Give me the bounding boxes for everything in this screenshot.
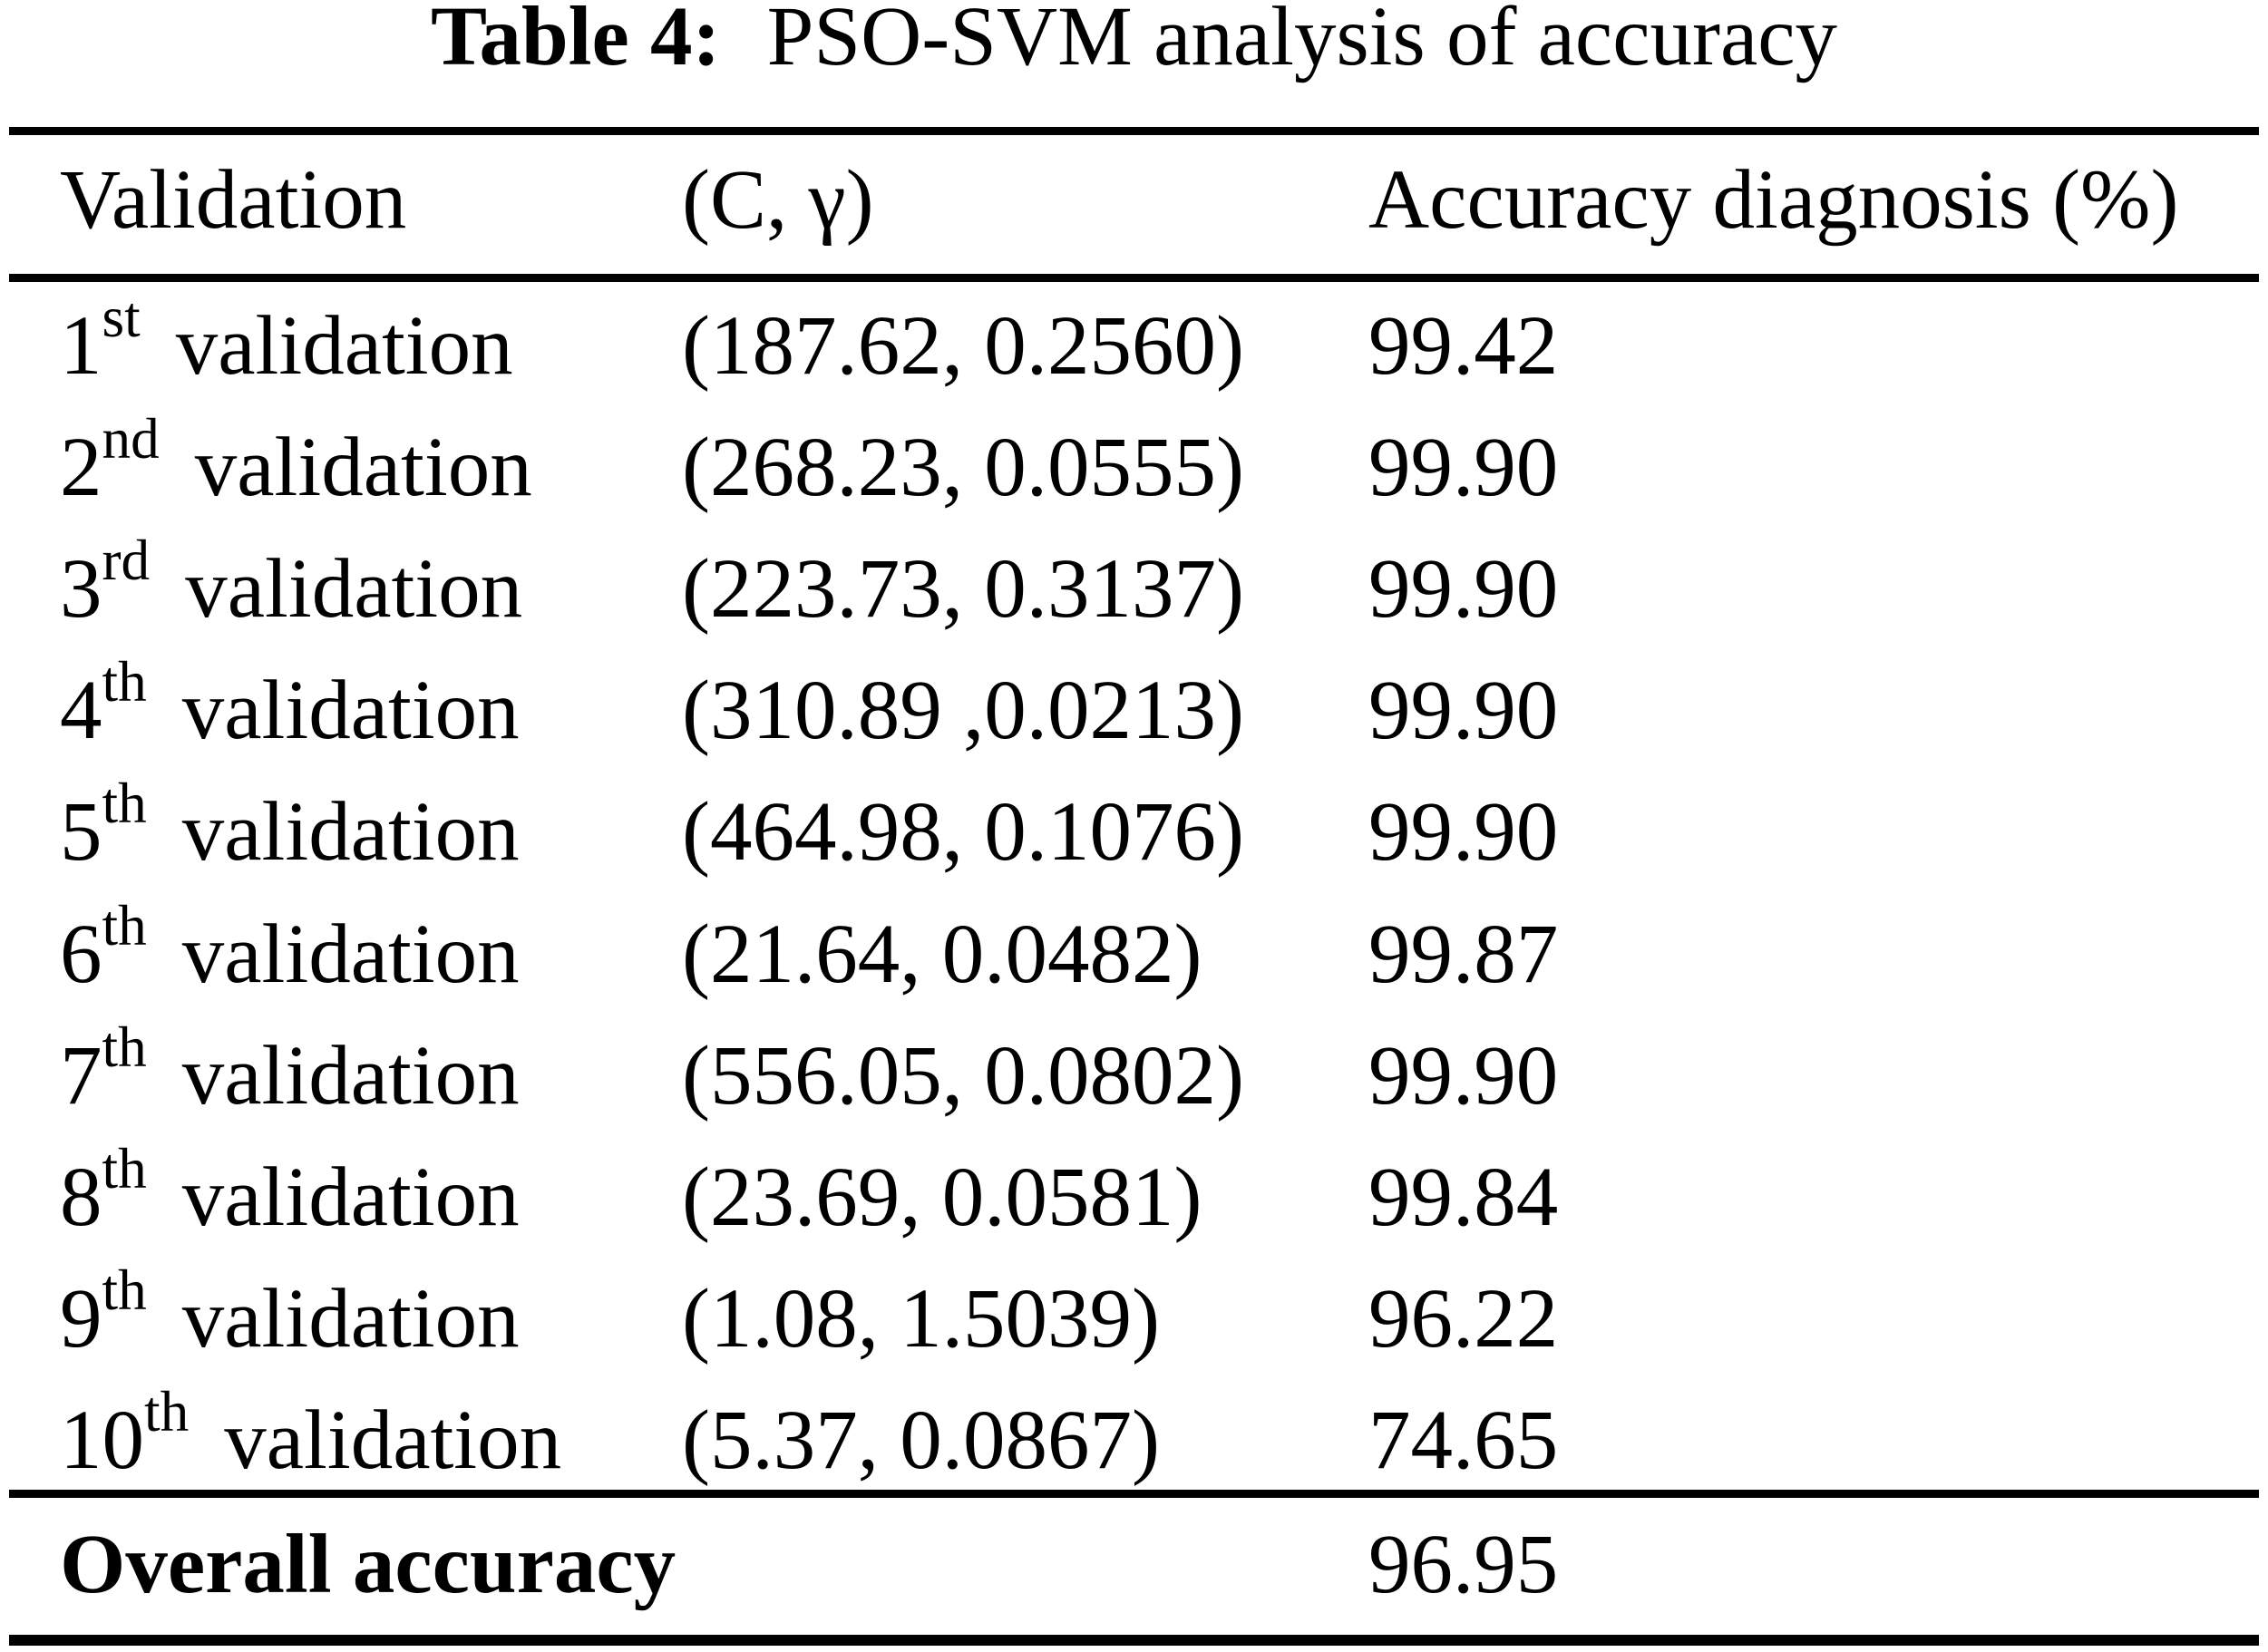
row-ordinal: 5 — [60, 785, 102, 879]
row-accuracy: 99.42 — [1368, 299, 1559, 393]
row-label: validation — [185, 542, 523, 636]
row-ordinal: 4 — [60, 664, 102, 757]
row-validation-cell: 8th validation — [60, 1137, 520, 1249]
row-label: validation — [181, 785, 520, 879]
row-c-gamma: (5.37, 0.0867) — [682, 1394, 1160, 1487]
row-ordinal: 7 — [60, 1029, 102, 1122]
table-caption: Table 4: PSO-SVM analysis of accuracy — [0, 0, 2268, 88]
overall-accuracy-label: Overall accuracy — [60, 1518, 677, 1611]
bottom-rule — [9, 1635, 2259, 1646]
footer-rule — [9, 1490, 2259, 1498]
table-caption-label: Table 4: — [430, 0, 721, 83]
header-rule — [9, 274, 2259, 282]
row-c-gamma: (268.23, 0.0555) — [682, 421, 1244, 514]
row-accuracy: 99.87 — [1368, 908, 1559, 1001]
column-header-validation: Validation — [60, 153, 407, 247]
row-ordinal: 9 — [60, 1272, 102, 1365]
row-c-gamma: (310.89 ,0.0213) — [682, 664, 1244, 757]
row-ordinal-suffix: th — [102, 1136, 147, 1200]
row-ordinal-suffix: th — [102, 1015, 147, 1079]
row-validation-cell: 4th validation — [60, 650, 520, 762]
row-c-gamma: (1.08, 1.5039) — [682, 1272, 1160, 1365]
row-accuracy: 74.65 — [1368, 1394, 1559, 1487]
row-ordinal: 2 — [60, 421, 102, 514]
row-ordinal-suffix: th — [102, 771, 147, 835]
row-ordinal: 10 — [60, 1394, 144, 1487]
row-accuracy: 99.90 — [1368, 785, 1559, 879]
row-ordinal: 6 — [60, 908, 102, 1001]
row-validation-cell: 5th validation — [60, 772, 520, 883]
row-accuracy: 99.90 — [1368, 421, 1559, 514]
row-label: validation — [175, 299, 513, 393]
row-ordinal-suffix: rd — [102, 528, 151, 592]
row-validation-cell: 7th validation — [60, 1015, 520, 1127]
row-ordinal-suffix: th — [102, 1258, 147, 1322]
row-validation-cell: 3rd validation — [60, 529, 523, 640]
row-accuracy: 99.84 — [1368, 1151, 1559, 1244]
row-label: validation — [224, 1394, 562, 1487]
row-ordinal-suffix: nd — [102, 406, 160, 471]
row-label: validation — [181, 908, 520, 1001]
row-accuracy: 99.90 — [1368, 542, 1559, 636]
row-validation-cell: 9th validation — [60, 1258, 520, 1370]
row-label: validation — [181, 664, 520, 757]
row-c-gamma: (21.64, 0.0482) — [682, 908, 1202, 1001]
row-c-gamma: (187.62, 0.2560) — [682, 299, 1244, 393]
row-validation-cell: 6th validation — [60, 894, 520, 1006]
row-c-gamma: (556.05, 0.0802) — [682, 1029, 1244, 1122]
row-validation-cell: 1st validation — [60, 286, 513, 397]
row-accuracy: 96.22 — [1368, 1272, 1559, 1365]
row-ordinal-suffix: st — [102, 285, 141, 349]
table-caption-text: PSO-SVM analysis of accuracy — [766, 0, 1838, 83]
row-c-gamma: (464.98, 0.1076) — [682, 785, 1244, 879]
row-ordinal-suffix: th — [102, 893, 147, 957]
row-accuracy: 99.90 — [1368, 664, 1559, 757]
top-rule — [9, 127, 2259, 135]
row-label: validation — [194, 421, 532, 514]
row-accuracy: 99.90 — [1368, 1029, 1559, 1122]
row-c-gamma: (23.69, 0.0581) — [682, 1151, 1202, 1244]
overall-accuracy-value: 96.95 — [1368, 1518, 1559, 1611]
row-ordinal: 1 — [60, 299, 102, 393]
row-label: validation — [181, 1029, 520, 1122]
row-ordinal-suffix: th — [144, 1379, 190, 1443]
row-label: validation — [181, 1272, 520, 1365]
row-validation-cell: 10th validation — [60, 1380, 562, 1492]
row-ordinal: 3 — [60, 542, 102, 636]
row-c-gamma: (223.73, 0.3137) — [682, 542, 1244, 636]
column-header-accuracy: Accuracy diagnosis (%) — [1368, 153, 2179, 247]
row-validation-cell: 2nd validation — [60, 407, 532, 519]
row-ordinal-suffix: th — [102, 649, 147, 714]
row-label: validation — [181, 1151, 520, 1244]
row-ordinal: 8 — [60, 1151, 102, 1244]
column-header-c-gamma: (C, γ) — [682, 153, 874, 247]
